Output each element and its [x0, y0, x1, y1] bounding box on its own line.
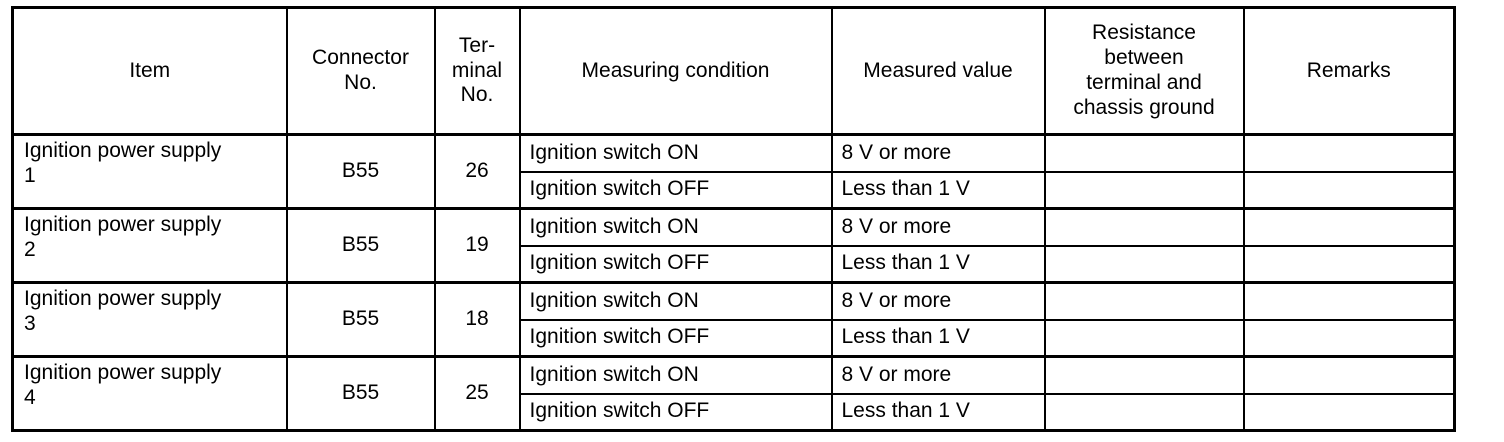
terminal-no-cell: 25 — [433, 355, 521, 432]
column-header-terminal-no: Ter- minal No. — [433, 6, 521, 136]
resistance-cell — [1043, 318, 1245, 358]
resistance-cell — [1043, 281, 1245, 321]
column-header-measured-value: Measured value — [830, 6, 1046, 136]
column-header-remarks: Remarks — [1242, 6, 1456, 136]
resistance-cell — [1043, 355, 1245, 395]
terminal-no-cell: 19 — [433, 207, 521, 284]
resistance-cell — [1043, 133, 1245, 173]
table-row: Ignition power supply 2 B55 19 Ignition … — [11, 207, 1456, 284]
measured-value-cell: Less than 1 V — [830, 392, 1046, 432]
connector-no-cell: B55 — [285, 281, 436, 358]
remarks-cell — [1242, 281, 1456, 321]
connector-no-cell: B55 — [285, 355, 436, 432]
resistance-cell — [1043, 392, 1245, 432]
measuring-condition-cell: Ignition switch OFF — [518, 318, 833, 358]
resistance-cell — [1043, 244, 1245, 284]
measuring-condition-cell: Ignition switch OFF — [518, 170, 833, 210]
remarks-cell — [1242, 355, 1456, 395]
remarks-cell — [1242, 244, 1456, 284]
table-row: Ignition switch OFF Less than 1 V — [13, 244, 1456, 284]
remarks-cell — [1242, 133, 1456, 173]
column-header-resistance: Resistance between terminal and chassis … — [1043, 6, 1245, 136]
measuring-condition-cell: Ignition switch ON — [518, 355, 833, 395]
measured-value-cell: 8 V or more — [830, 355, 1046, 395]
remarks-cell — [1242, 207, 1456, 247]
measuring-condition-cell: Ignition switch ON — [518, 133, 833, 173]
measured-value-cell: Less than 1 V — [830, 318, 1046, 358]
column-header-item: Item — [11, 6, 288, 136]
table-row: Ignition switch OFF Less than 1 V — [13, 392, 1456, 432]
remarks-cell — [1242, 318, 1456, 358]
measured-value-cell: 8 V or more — [830, 207, 1046, 247]
measuring-condition-cell: Ignition switch ON — [518, 207, 833, 247]
inspection-table: Item Connector No. Ter- minal No. Measur… — [11, 6, 1456, 432]
table-row: Ignition power supply 4 B55 25 Ignition … — [11, 355, 1456, 432]
measuring-condition-cell: Ignition switch OFF — [518, 244, 833, 284]
connector-no-cell: B55 — [285, 207, 436, 284]
measured-value-cell: Less than 1 V — [830, 170, 1046, 210]
resistance-cell — [1043, 207, 1245, 247]
table-row: Ignition switch OFF Less than 1 V — [13, 318, 1456, 358]
measured-value-cell: Less than 1 V — [830, 244, 1046, 284]
column-header-connector-no: Connector No. — [285, 6, 436, 136]
table-row: Ignition power supply 1 B55 26 Ignition … — [11, 133, 1456, 210]
terminal-no-cell: 18 — [433, 281, 521, 358]
connector-no-cell: B55 — [285, 133, 436, 210]
table-row: Ignition power supply 3 B55 18 Ignition … — [11, 281, 1456, 358]
remarks-cell — [1242, 170, 1456, 210]
item-cell: Ignition power supply 2 — [11, 207, 288, 284]
measuring-condition-cell: Ignition switch OFF — [518, 392, 833, 432]
item-cell: Ignition power supply 4 — [11, 355, 288, 432]
measuring-condition-cell: Ignition switch ON — [518, 281, 833, 321]
column-header-measuring-condition: Measuring condition — [518, 6, 833, 136]
table-row: Ignition switch OFF Less than 1 V — [13, 170, 1456, 210]
terminal-no-cell: 26 — [433, 133, 521, 210]
measured-value-cell: 8 V or more — [830, 133, 1046, 173]
remarks-cell — [1242, 392, 1456, 432]
item-cell: Ignition power supply 3 — [11, 281, 288, 358]
table-header-row: Item Connector No. Ter- minal No. Measur… — [11, 6, 1456, 136]
item-cell: Ignition power supply 1 — [11, 133, 288, 210]
resistance-cell — [1043, 170, 1245, 210]
measured-value-cell: 8 V or more — [830, 281, 1046, 321]
